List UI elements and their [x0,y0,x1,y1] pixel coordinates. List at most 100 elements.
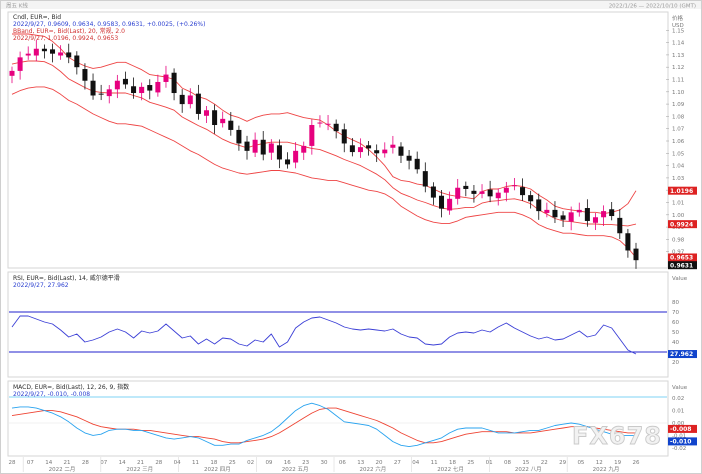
price-axis-tick: 1.06 [672,139,685,145]
candle-body [203,110,210,116]
price-axis-tick: 1.15 [672,28,685,34]
x-tick-day: 25 [229,460,236,466]
x-axis: 28 07 14 21 28 07 14 21 28 04 11 18 25 02 09 16 23 30 06 13… [9,457,640,473]
macd-guide-lines [9,396,667,424]
candle-body [25,53,31,56]
rsi-axis-tick: 20 [672,360,679,366]
bb-values: 2022/9/27, 1.0196, 0.9924, 0.9653 [13,35,118,42]
candle-body [293,150,299,163]
price-axis-tick: 1.09 [672,102,685,108]
value-tag-text: -0.010 [670,439,691,446]
candle-body [584,208,590,221]
price-axis-tick: 1.10 [672,90,685,96]
candle-body [325,123,331,125]
candle-body [41,48,47,52]
candle-body [82,69,88,81]
x-tick-day: 05 [577,460,584,466]
candle-body [625,233,631,251]
macd-axis: 0.02 0.01 0.00 -0.01 -0.02 [672,396,686,452]
x-tick-day: 26 [633,460,640,466]
value-tag: 0.9924 [668,220,697,228]
candle-body [438,195,445,209]
header-right: 2022/1/26 — 2022/10/10 (GMT) [609,4,696,10]
rsi-axis-unit: Value [672,276,688,282]
candle-body [317,122,323,124]
candle-body [212,110,218,126]
value-tag: 27.962 [668,350,697,358]
candle-body [463,185,469,189]
x-tick-day: 06 [339,460,346,466]
price-axis-tick: 0.98 [672,237,685,243]
candle-body [122,78,128,85]
bb-middle-line [11,60,637,227]
candle-body [58,52,64,56]
x-month-label: 2022 八月 [515,466,542,473]
candle-body [147,85,153,91]
x-tick-day: 21 [137,460,144,466]
candle-body [139,86,145,94]
value-tag-text: 0.9653 [670,255,693,262]
candle-body [495,192,501,199]
value-tag-text: 27.962 [670,351,693,358]
candle-body [341,129,347,144]
candle-body [560,215,566,220]
candle-body [114,80,120,90]
candle-body [236,129,242,144]
candle-body [455,187,461,199]
price-title: Cndl, EUR=, Bid [13,14,61,21]
price-axis-tick: 1.08 [672,114,685,120]
candle-body [33,48,39,56]
rsi-line [11,315,637,355]
candle-body [260,139,266,155]
value-tag-bg [668,261,697,270]
value-tag: 0.9631 [668,261,697,269]
rsi-series [11,315,637,355]
macd-axis-tick: 0.00 [672,421,685,427]
rsi-guide-lines [9,311,667,353]
x-month-label: 2022 七月 [437,465,464,473]
value-tag: -0.008 [668,424,697,433]
rsi-axis-tick: 60 [672,320,679,326]
rsi-axis-tick: 50 [672,330,679,336]
x-tick-day: 11 [192,460,199,466]
candle-body [576,209,582,213]
candle-body [601,211,607,218]
price-panel [7,11,669,269]
x-tick-day: 28 [82,460,89,466]
candle-body [252,139,258,153]
x-tick-day: 16 [284,460,291,466]
candle-body [187,95,193,105]
x-month-label: 2022 四月 [204,466,231,473]
value-tag-bg [668,186,697,195]
candle-body [179,94,185,105]
candle-body [633,248,639,261]
rsi-axis-tick: 70 [672,310,679,316]
candle-body [414,158,420,170]
price-axis-tick: 1.00 [672,213,685,219]
x-tick-day: 04 [174,460,181,466]
x-tick-day: 25 [467,460,474,466]
rsi-value: 2022/9/27, 27.962 [13,282,69,289]
candle-body [285,159,291,165]
candle-body [66,52,72,58]
candle-body [568,212,574,222]
candle-body [479,191,485,194]
x-month-label: 2022 五月 [282,466,309,473]
macd-axis-tick: -0.01 [672,433,686,439]
x-tick-day: 19 [614,460,621,466]
x-tick-day: 23 [302,460,309,466]
candle-body [520,187,526,196]
value-tag-text: 0.9924 [670,221,693,228]
price-axis-title: 价格 [672,14,684,22]
x-tick-day: 13 [357,460,364,466]
macd-value: 2022/9/27, -0.010, -0.008 [13,391,90,398]
bb-upper-line [12,33,637,215]
bollinger-bands [11,33,637,258]
x-tick-day: 18 [449,460,456,466]
candle-body [471,190,477,194]
candle-body [220,118,226,124]
value-tag: 0.9653 [668,253,697,262]
candle-body [511,185,517,187]
macd-axis-tick: -0.02 [672,446,686,452]
candle-body [268,143,274,153]
